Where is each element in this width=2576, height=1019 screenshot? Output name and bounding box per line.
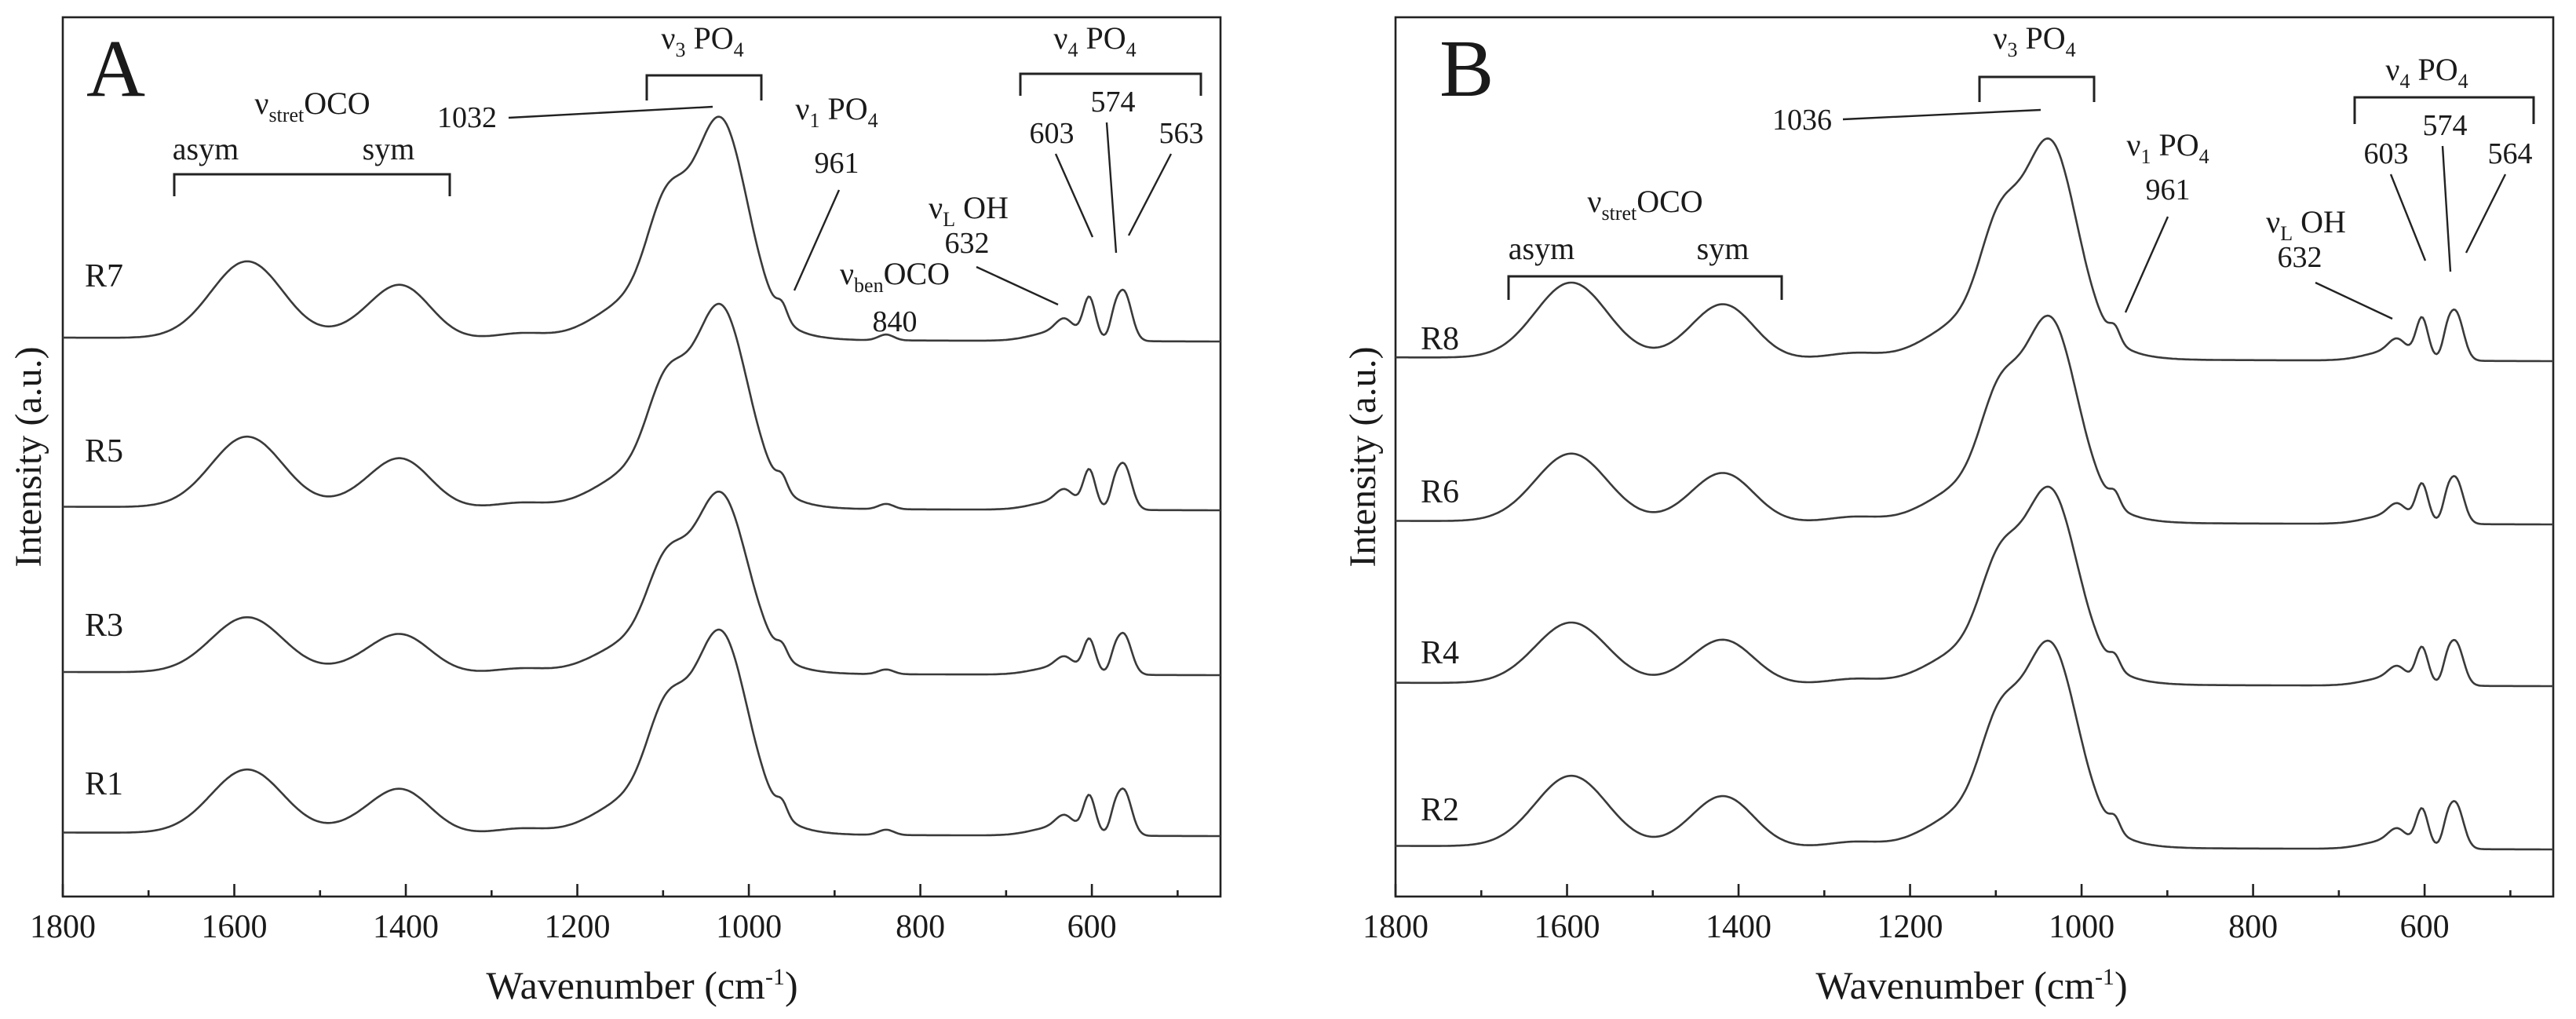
spectrum-r3: [63, 491, 1220, 677]
panel-a-x-tick-label-600: 600: [1067, 909, 1117, 945]
panel-a-spectra: [63, 115, 1220, 838]
spectrum-r4: [1396, 485, 2553, 688]
panel-b-v4-label: ν4 PO4: [2385, 52, 2468, 93]
series-label-r3: R3: [85, 608, 123, 644]
panel-a-sym-label: sym: [363, 131, 415, 166]
panel-b-v1-label: ν1 PO4: [2126, 127, 2209, 168]
panel-b-sym-label: sym: [1697, 231, 1750, 266]
panel-a-v1-peak-label: 961: [815, 147, 859, 180]
panel-a-x-tick-label-1000: 1000: [716, 909, 782, 945]
panel-b-v4-peak-574: 574: [2423, 109, 2468, 142]
panel-a-v3-leader: [508, 105, 713, 119]
panel-a-x-tick-label-1600: 1600: [202, 909, 268, 945]
panel-a-v1-leader: [793, 189, 841, 291]
spectrum-r2: [1396, 639, 2553, 851]
panel-a-leader-574: [1105, 122, 1118, 254]
panel-b-v4-bracket: [2353, 96, 2535, 124]
panel-b-y-axis-label: Intensity (a.u.): [1342, 346, 1384, 567]
panel-b-v4-peak-564: 564: [2488, 137, 2533, 170]
panel-a-x-tick-label-1800: 1800: [30, 909, 96, 945]
panel-b-plot-frame: [1394, 16, 2555, 898]
spectrum-r6: [1396, 314, 2553, 526]
panel-b-stret-label: νstretOCO: [1587, 184, 1702, 225]
panel-b-x-tick-label-1400: 1400: [1706, 909, 1771, 945]
panel-b-spectra: [1396, 137, 2553, 851]
panel-b-x-tick-label-1200: 1200: [1877, 909, 1943, 945]
panel-a-v4-bracket: [1019, 72, 1202, 96]
panel-a: 1800 1600 1400 1200 1000 800 600 A Intensity (…: [8, 16, 1222, 1007]
panel-a-x-tick-label-800: 800: [896, 909, 945, 945]
panel-a-x-tick-label-1400: 1400: [373, 909, 439, 945]
panel-b-x-tick-label-1000: 1000: [2049, 909, 2114, 945]
panel-a-asym-label: asym: [173, 131, 239, 166]
series-label-r6: R6: [1421, 474, 1459, 510]
series-label-r8: R8: [1421, 321, 1459, 357]
panel-a-x-axis-label: Wavenumber (cm-1): [486, 963, 797, 1007]
panel-b-x-axis-label: Wavenumber (cm-1): [1815, 963, 2127, 1007]
panel-b-v3-bracket: [1978, 75, 2096, 102]
series-label-r5: R5: [85, 433, 123, 469]
panel-b: 1800 1600 1400 1200 1000 800 600 B Intensity (…: [1342, 16, 2555, 1007]
panel-b-vl-peak-label: 632: [2278, 241, 2322, 274]
spectrum-r1: [63, 628, 1220, 838]
panel-a-v4-peak-563: 563: [1159, 117, 1204, 150]
panel-b-oco-bracket: [1507, 275, 1783, 300]
series-label-r1: R1: [85, 766, 123, 802]
panel-a-vl-peak-label: 632: [945, 227, 990, 260]
panel-b-label: B: [1439, 24, 1494, 114]
panel-b-vl-leader: [2315, 281, 2393, 320]
panel-b-v1-leader: [2124, 216, 2169, 313]
panel-a-v3-label: ν3 PO4: [661, 20, 743, 61]
panel-b-x-tick-label-1800: 1800: [1363, 909, 1428, 945]
panel-b-leader-603: [2389, 173, 2427, 261]
panel-a-x-ticks: 1800 1600 1400 1200 1000 800 600: [30, 884, 1179, 945]
panel-a-label: A: [86, 24, 145, 114]
panel-a-oco-bracket: [173, 173, 451, 196]
panel-b-v3-leader: [1842, 108, 2041, 121]
panel-a-plot-frame: [61, 16, 1222, 898]
panel-b-v1-peak-label: 961: [2146, 173, 2191, 206]
panel-b-x-tick-label-800: 800: [2228, 909, 2278, 945]
panel-a-ben-peak-label: 840: [873, 305, 918, 338]
panel-b-x-tick-label-1600: 1600: [1534, 909, 1600, 945]
panel-a-v4-label: ν4 PO4: [1053, 20, 1136, 61]
panel-a-leader-603: [1054, 153, 1094, 238]
series-label-r4: R4: [1421, 635, 1459, 671]
spectrum-r8: [1396, 137, 2553, 363]
panel-b-vl-label: νL OH: [2266, 204, 2346, 245]
panel-a-x-tick-label-1200: 1200: [545, 909, 611, 945]
spectrum-r5: [63, 302, 1220, 512]
panel-b-leader-574: [2441, 145, 2452, 272]
panel-a-vl-leader: [976, 265, 1059, 306]
series-label-r2: R2: [1421, 792, 1459, 828]
panel-b-x-tick-label-600: 600: [2400, 909, 2450, 945]
panel-a-ben-label: νbenOCO: [840, 256, 950, 297]
panel-a-stret-label: νstretOCO: [254, 86, 370, 126]
panel-b-v4-peak-603: 603: [2364, 137, 2409, 170]
panel-b-asym-label: asym: [1509, 231, 1574, 266]
series-label-r7: R7: [85, 258, 123, 294]
panel-a-v4-peak-574: 574: [1091, 86, 1136, 119]
panel-a-y-axis-label: Intensity (a.u.): [8, 346, 49, 567]
panel-a-v3-bracket: [645, 74, 763, 100]
panel-b-v3-label: ν3 PO4: [1993, 20, 2075, 61]
panel-b-v3-peak-label: 1036: [1772, 104, 1832, 137]
panel-b-x-ticks: 1800 1600 1400 1200 1000 800 600: [1363, 884, 2512, 945]
panel-b-leader-564: [2465, 173, 2507, 254]
panel-a-v1-label: ν1 PO4: [795, 91, 878, 132]
panel-a-v4-peak-603: 603: [1030, 117, 1075, 150]
panel-a-vl-label: νL OH: [929, 190, 1009, 231]
spectrum-r7: [63, 115, 1220, 343]
panel-a-v3-peak-label: 1032: [437, 101, 497, 134]
panel-a-leader-563: [1127, 153, 1173, 236]
